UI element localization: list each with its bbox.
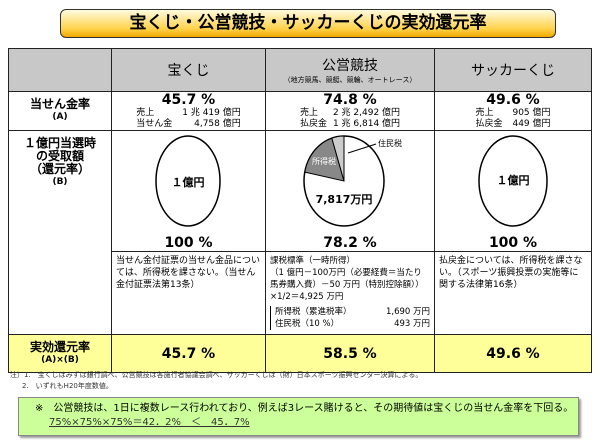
label: の受取額 (35, 149, 84, 163)
label: 実効還元率 (29, 339, 90, 354)
footnote: 2. いずれもH20年度数値。 (22, 382, 113, 390)
header-koei: 公営競技 （地方競馬、競艇、競輪、オートレース） (265, 48, 435, 92)
detail-label: 払戻金 (299, 119, 327, 129)
callout-box: ※ 公営競技は、1日に複数レース行われており、例えば3レース賭けると、その期待値… (18, 397, 579, 436)
note-2: 払戻金については、所得税を課さない。（スポーツ振興投票の実施等に関する法律第16… (434, 251, 592, 335)
note-0: 当せん金付証票の当せん金品については、所得税を課さない。（当せん金付証票法第13… (111, 251, 266, 335)
pie-resident-tax-label: 住民税 (378, 138, 402, 148)
detail-label: 売上 (136, 108, 155, 118)
tax-value: 493 万円 (394, 319, 430, 329)
callout-formula: 75%×75%×75%＝42．2% ＜ 45．7% (49, 417, 250, 428)
pie-resident-tax-wedge (331, 135, 345, 182)
note-text: （1 億円－100万円（必要経費＝当たり馬券購入費）－50 万円（特別控除額））… (270, 268, 424, 302)
cell-b-1: 所得税 住民税 7,817万円 78.2 % (265, 130, 435, 252)
cell-b-2: １億円 100 % (434, 130, 592, 252)
rate: 49.6 % (486, 92, 540, 108)
header-row: 宝くじ 公営競技 （地方競馬、競艇、競輪、オートレース） サッカーくじ (8, 48, 592, 92)
circle-chart: １億円 (478, 135, 548, 227)
rate: 45.7 % (161, 92, 216, 108)
row-effective: 実効還元率 (A)×(B) 45.7 % 58.5 % 49.6 % (8, 334, 592, 373)
code: (B) (52, 177, 68, 187)
detail-value: 905 億円 (512, 108, 551, 118)
pie-income-tax-label: 所得税 (312, 156, 336, 166)
rate: 100 % (488, 235, 538, 251)
label: （還元率） (29, 162, 90, 176)
code: (A)×(B) (41, 354, 79, 365)
label: 当せん金率 (29, 97, 90, 111)
row-notes: 当せん金付証票の当せん金品については、所得税を課さない。（当せん金付証票法第13… (9, 251, 592, 335)
tax-value: 1,690 万円 (385, 307, 430, 317)
column-name: 公営競技 (322, 58, 378, 74)
callout-text: ※ 公営競技は、1日に複数レース行われており、例えば3レース賭けると、その期待値… (35, 403, 574, 414)
detail-label: 払戻金 (475, 119, 503, 129)
comparison-table: 宝くじ 公営競技 （地方競馬、競艇、競輪、オートレース） サッカーくじ 当せん金率… (8, 48, 592, 373)
cell-a-0: 45.7 % 売上 1 兆 419 億円 当せん金 4,758 億円 (111, 91, 266, 131)
cell-b-0: １億円 100 % (111, 130, 266, 252)
row-eff-label: 実効還元率 (A)×(B) (8, 334, 112, 373)
detail-value: 1 兆 419 億円 (182, 108, 241, 118)
eff-value: 45.7 % (111, 334, 266, 373)
footnotes: 注）1. 宝くじはみずほ銀行調べ、公営競技は各施行者協議会調べ、サッカーくじは（… (10, 370, 422, 392)
pie-income-tax-wedge (304, 137, 345, 182)
tax-label: 住民税（10 %） (275, 319, 340, 329)
detail-label: 当せん金 (136, 119, 173, 129)
column-name: サッカーくじ (471, 63, 555, 79)
page-title: 宝くじ・公営競技・サッカーくじの実効還元率 (60, 9, 556, 38)
note-1: 課税標準（一時所得） （1 億円－100万円（必要経費＝当たり馬券購入費）－50… (265, 251, 435, 335)
full-circle (478, 135, 548, 227)
cell-a-1: 74.8 % 売上 2 兆 2,492 億円 払戻金 1 兆 6,814 億円 (265, 91, 435, 131)
leader-line (347, 143, 377, 154)
circle-label: １億円 (172, 175, 205, 189)
detail-value: 2 兆 2,492 億円 (332, 108, 401, 118)
row-b: １億円当選時 の受取額 （還元率） (B) １億円 100 % 所得税 住民税 … (8, 130, 592, 335)
pie-net-label: 7,817万円 (316, 193, 373, 206)
rate: 100 % (164, 235, 213, 251)
detail-value: 449 億円 (512, 119, 551, 129)
pie-chart: 所得税 住民税 7,817万円 (303, 135, 402, 227)
circle-chart: １億円 (155, 135, 221, 227)
row-a: 当せん金率 (A) 45.7 % 売上 1 兆 419 億円 当せん金 4,758 億円… (8, 91, 592, 131)
row-b-label: １億円当選時 の受取額 （還元率） (B) (8, 130, 112, 335)
column-name: 宝くじ (167, 63, 210, 79)
row-a-label: 当せん金率 (A) (8, 91, 112, 131)
tax-label: 所得税（累進税率） (275, 307, 352, 317)
circle-label: １億円 (497, 173, 530, 187)
code: (A) (52, 112, 68, 122)
detail-label: 売上 (475, 108, 494, 118)
detail-value: 4,758 億円 (194, 119, 241, 129)
label: １億円当選時 (23, 136, 96, 150)
note-text: 課税標準（一時所得） (270, 256, 356, 266)
header-soccer: サッカーくじ (434, 48, 592, 92)
full-circle (155, 135, 221, 227)
detail-value: 1 兆 6,814 億円 (332, 119, 401, 129)
rate: 78.2 % (323, 235, 377, 251)
detail-label: 売上 (299, 108, 318, 118)
footnote: 注）1. 宝くじはみずほ銀行調べ、公営競技は各施行者協議会調べ、サッカーくじは（… (10, 371, 423, 379)
eff-value: 49.6 % (434, 334, 592, 373)
header-empty (8, 48, 112, 92)
eff-value: 58.5 % (265, 334, 435, 373)
column-sub: （地方競馬、競艇、競輪、オートレース） (283, 76, 417, 84)
rate: 74.8 % (323, 92, 377, 108)
header-takarakuji: 宝くじ (111, 48, 266, 92)
cell-a-2: 49.6 % 売上 905 億円 払戻金 449 億円 (434, 91, 592, 131)
